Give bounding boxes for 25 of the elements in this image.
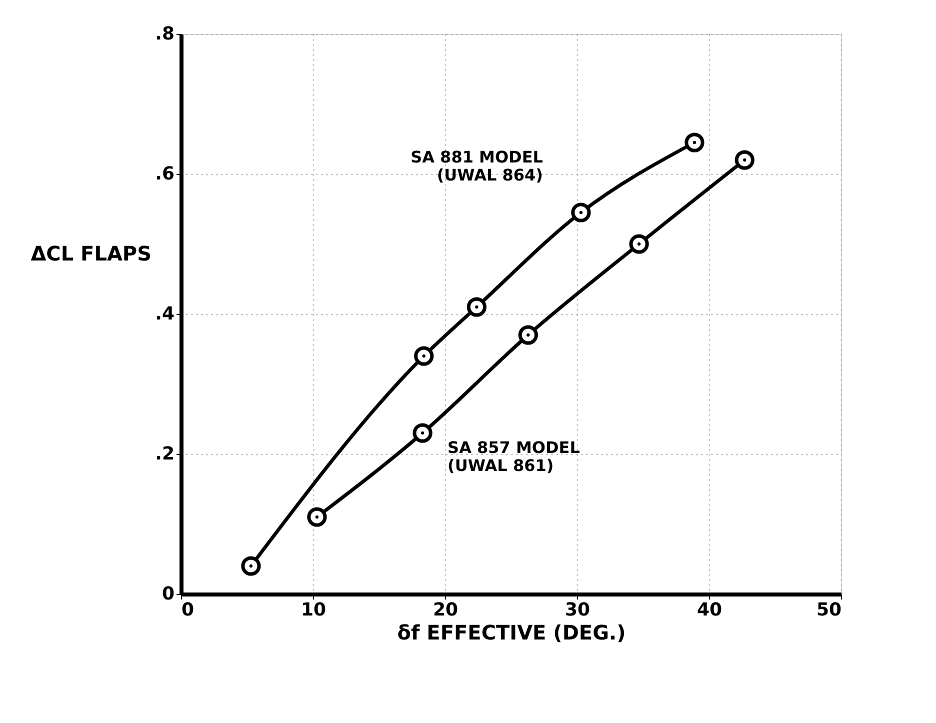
y-tick-label: .8: [155, 24, 174, 44]
point: [307, 507, 327, 527]
y-axis-title: ΔCL FLAPS: [30, 242, 152, 266]
y-tick-label: .4: [155, 304, 174, 324]
point: [414, 346, 434, 366]
y-tick-label: .6: [155, 164, 174, 184]
point: [684, 132, 704, 152]
point: [734, 150, 754, 170]
point: [466, 297, 486, 317]
x-tick-label: 0: [182, 600, 194, 620]
text: SA 881 MODEL (UWAL 864): [410, 148, 543, 184]
x-tick-label: 30: [564, 600, 590, 620]
point: [412, 423, 432, 443]
series-label: SA 857 MODEL (UWAL 861): [448, 438, 580, 475]
x-tick-label: 50: [816, 600, 842, 620]
point: [629, 234, 649, 254]
x-tick-label: 40: [696, 600, 722, 620]
x-tick-label: 20: [432, 600, 458, 620]
x-tick-label: 10: [300, 600, 326, 620]
point: [241, 556, 261, 576]
y-tick-label: .2: [155, 444, 174, 464]
x-axis-title: δf EFFECTIVE (DEG.): [397, 620, 626, 644]
y-tick-label: 0: [162, 584, 174, 604]
point: [518, 325, 538, 345]
point: [571, 202, 591, 222]
